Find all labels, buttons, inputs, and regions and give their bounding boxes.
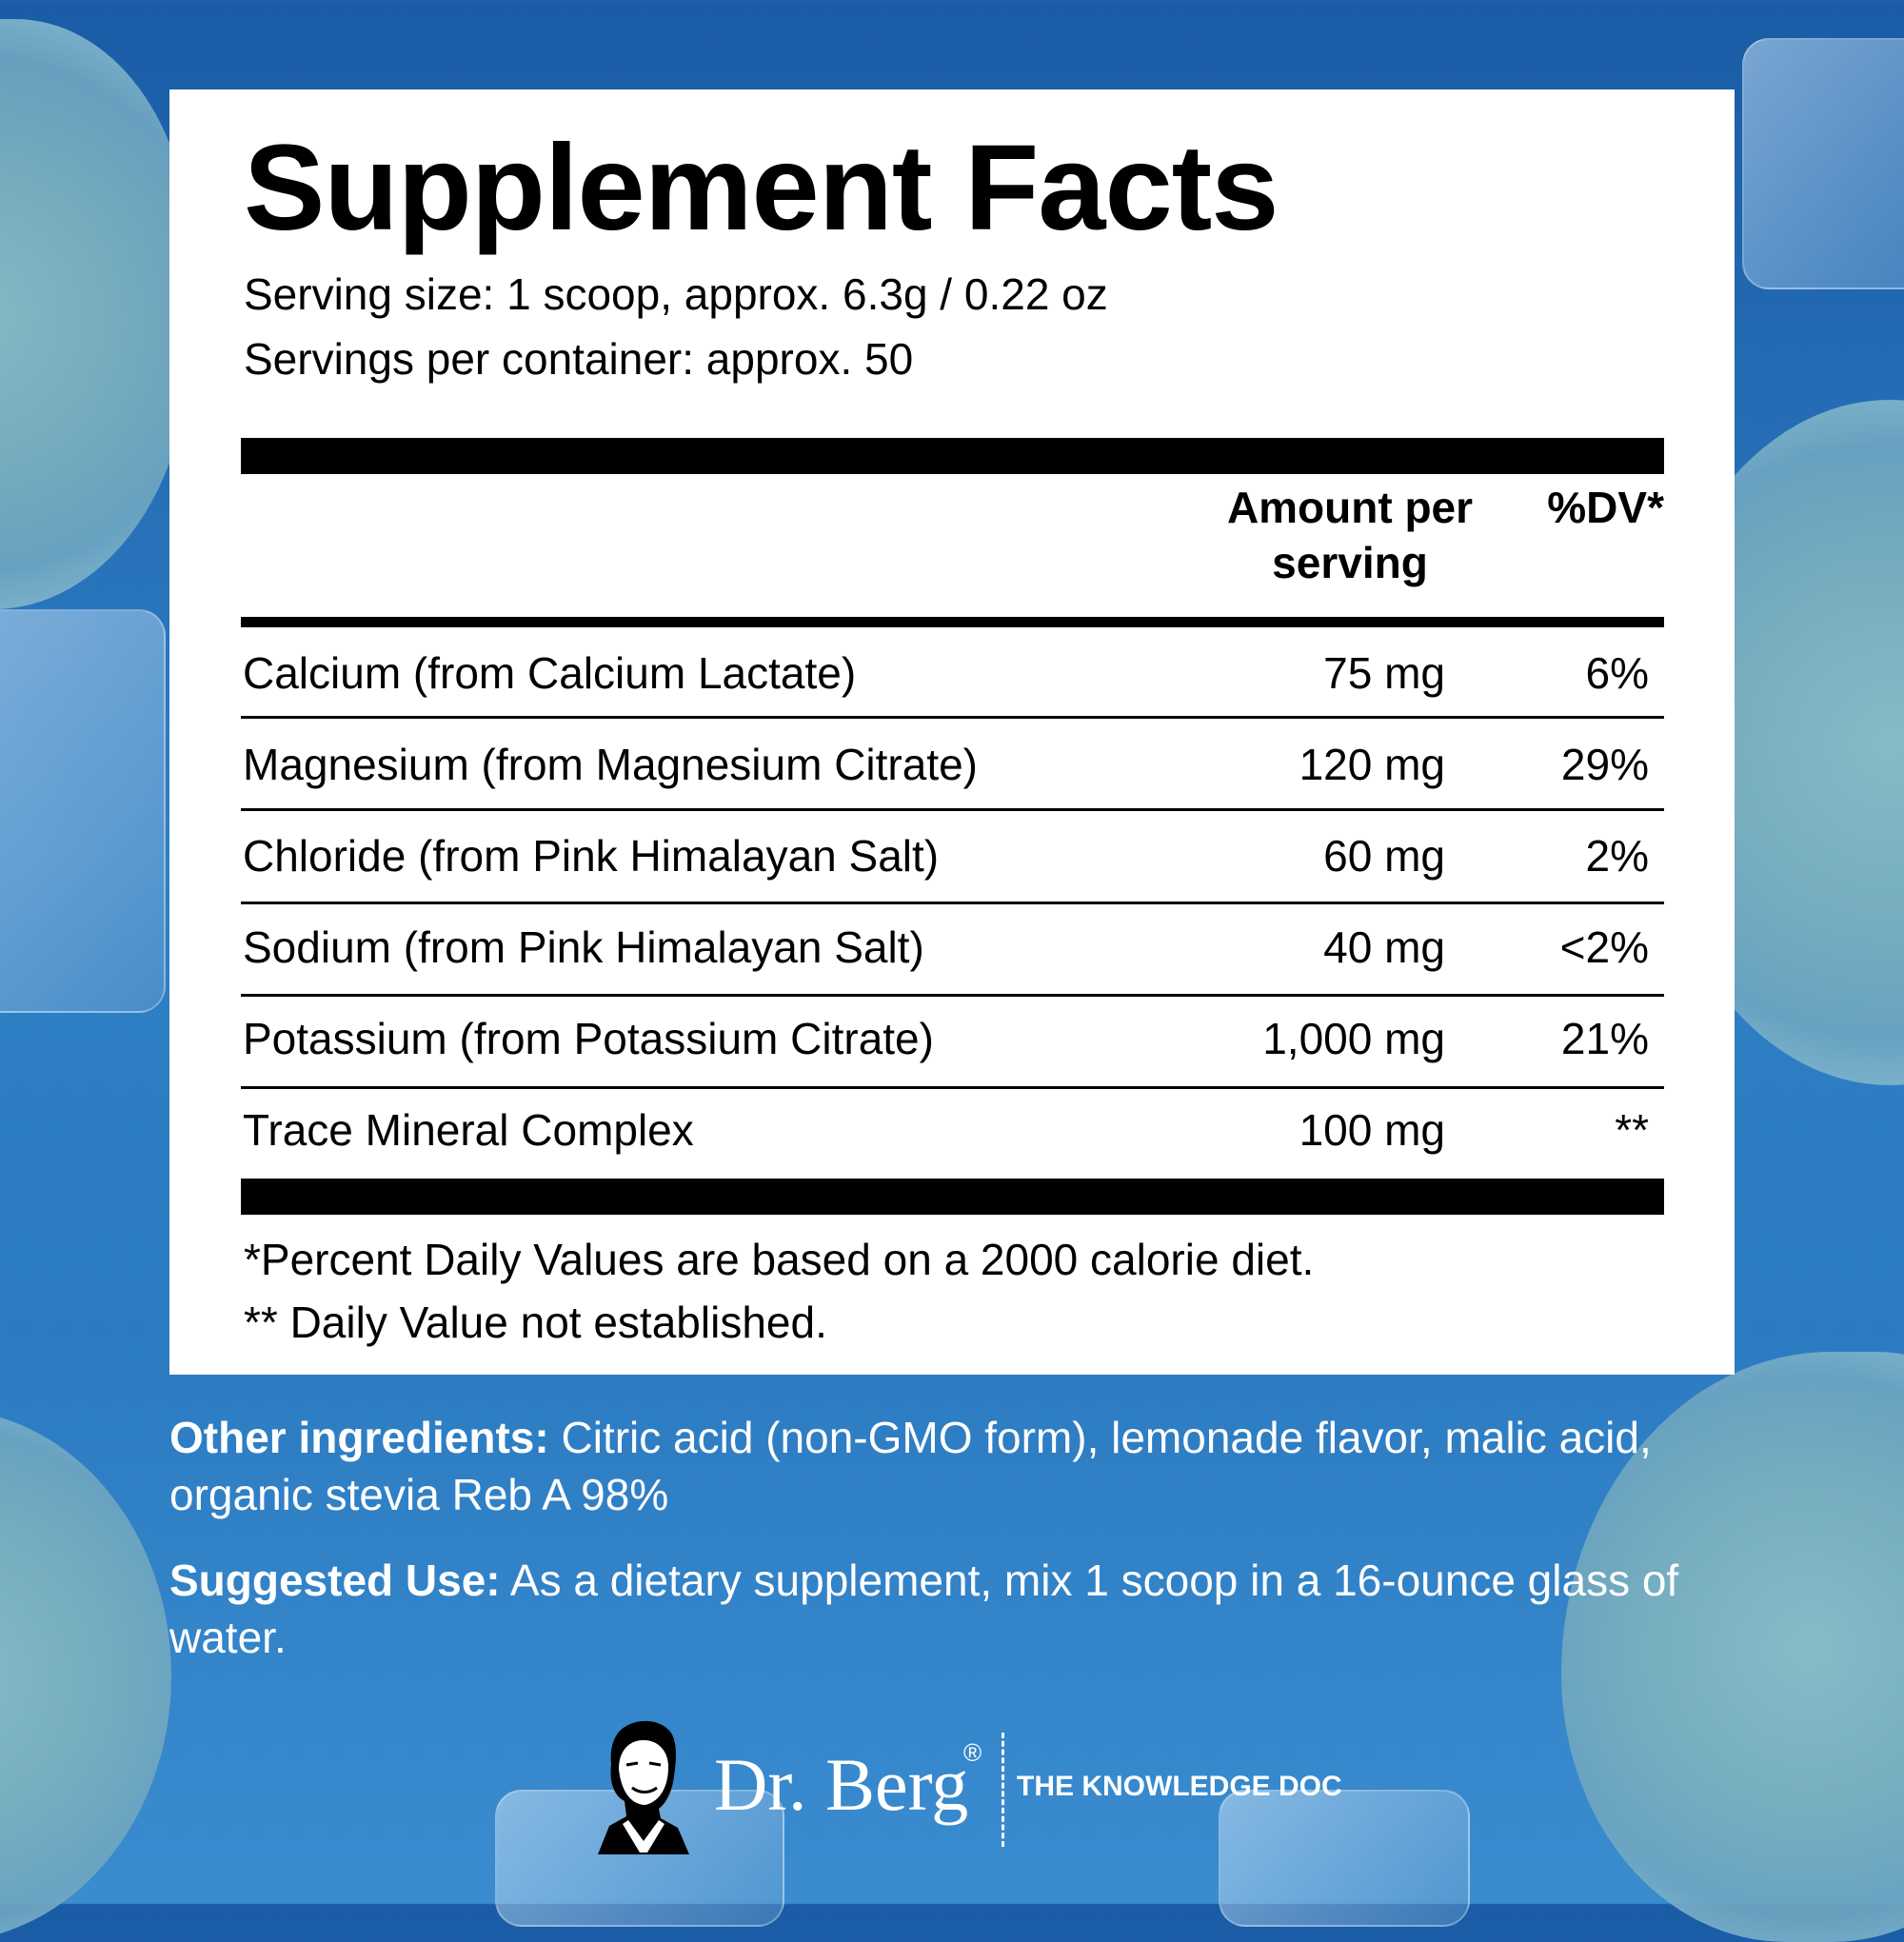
row-divider — [241, 1086, 1664, 1089]
lime-slice-decoration — [0, 19, 190, 609]
nutrient-amount: 120 mg — [1299, 740, 1445, 789]
dv-header: %DV* — [1547, 483, 1664, 532]
table-row: Magnesium (from Magnesium Citrate) 120 m… — [241, 739, 1664, 796]
servings-per-container: Servings per container: approx. 50 — [244, 334, 914, 384]
top-thick-bar — [241, 438, 1664, 474]
logo-divider — [1002, 1733, 1004, 1847]
nutrient-name: Trace Mineral Complex — [243, 1105, 694, 1155]
other-ingredients: Other ingredients: Citric acid (non-GMO … — [169, 1409, 1731, 1523]
nutrient-amount: 40 mg — [1323, 922, 1445, 972]
amount-header-line2: serving — [1272, 538, 1428, 587]
suggested-use-label: Suggested Use: — [169, 1556, 501, 1605]
amount-header-line1: Amount per — [1226, 483, 1474, 532]
nutrient-name: Potassium (from Potassium Citrate) — [243, 1014, 934, 1063]
ice-cube-decoration — [0, 609, 166, 1013]
nutrient-name: Sodium (from Pink Himalayan Salt) — [243, 922, 924, 972]
serving-size: Serving size: 1 scoop, approx. 6.3g / 0.… — [244, 269, 1108, 319]
table-row: Potassium (from Potassium Citrate) 1,000… — [241, 1013, 1664, 1070]
table-row: Chloride (from Pink Himalayan Salt) 60 m… — [241, 830, 1664, 887]
nutrient-dv: <2% — [1559, 922, 1649, 972]
nutrient-dv: 2% — [1585, 831, 1649, 881]
footnote-dv: *Percent Daily Values are based on a 200… — [244, 1235, 1315, 1284]
suggested-use: Suggested Use: As a dietary supplement, … — [169, 1552, 1731, 1666]
row-divider — [241, 716, 1664, 719]
bottom-thick-bar — [241, 1179, 1664, 1215]
doctor-portrait-icon — [598, 1720, 689, 1854]
ice-cube-decoration — [1742, 38, 1904, 289]
nutrient-dv: 29% — [1560, 740, 1649, 789]
lime-slice-decoration — [0, 1409, 171, 1942]
nutrient-name: Calcium (from Calcium Lactate) — [243, 648, 857, 698]
nutrient-dv: 6% — [1585, 648, 1649, 698]
nutrient-dv: 21% — [1560, 1014, 1649, 1063]
panel-title: Supplement Facts — [244, 120, 1279, 256]
registered-mark: ® — [963, 1738, 982, 1767]
supplement-facts-panel: Supplement Facts Serving size: 1 scoop, … — [169, 89, 1735, 1375]
nutrient-name: Magnesium (from Magnesium Citrate) — [243, 740, 979, 789]
brand-name: Dr. Berg — [714, 1743, 969, 1826]
nutrient-amount: 100 mg — [1299, 1105, 1445, 1155]
nutrient-name: Chloride (from Pink Himalayan Salt) — [243, 831, 940, 881]
row-divider — [241, 808, 1664, 811]
nutrient-dv: ** — [1615, 1105, 1649, 1155]
row-divider — [241, 994, 1664, 997]
row-divider — [241, 902, 1664, 904]
table-row: Sodium (from Pink Himalayan Salt) 40 mg … — [241, 921, 1664, 979]
brand-tagline: THE KNOWLEDGE DOC — [1017, 1771, 1342, 1802]
table-row: Trace Mineral Complex 100 mg ** — [241, 1104, 1664, 1161]
table-row: Calcium (from Calcium Lactate) 75 mg 6% — [241, 647, 1664, 704]
footnote-not-established: ** Daily Value not established. — [244, 1298, 827, 1347]
other-ingredients-label: Other ingredients: — [169, 1413, 549, 1462]
other-ingredients-text: Citric acid (non-GMO form), lemonade fla… — [169, 1413, 1652, 1519]
amount-per-serving-header: Amount per serving — [1217, 480, 1483, 590]
nutrient-amount: 1,000 mg — [1262, 1014, 1445, 1063]
suggested-use-text: As a dietary supplement, mix 1 scoop in … — [169, 1556, 1679, 1662]
brand-logo: Dr. Berg ® THE KNOWLEDGE DOC — [590, 1714, 1342, 1856]
header-divider-bar — [241, 617, 1664, 627]
nutrient-amount: 75 mg — [1323, 648, 1445, 698]
nutrient-amount: 60 mg — [1323, 831, 1445, 881]
